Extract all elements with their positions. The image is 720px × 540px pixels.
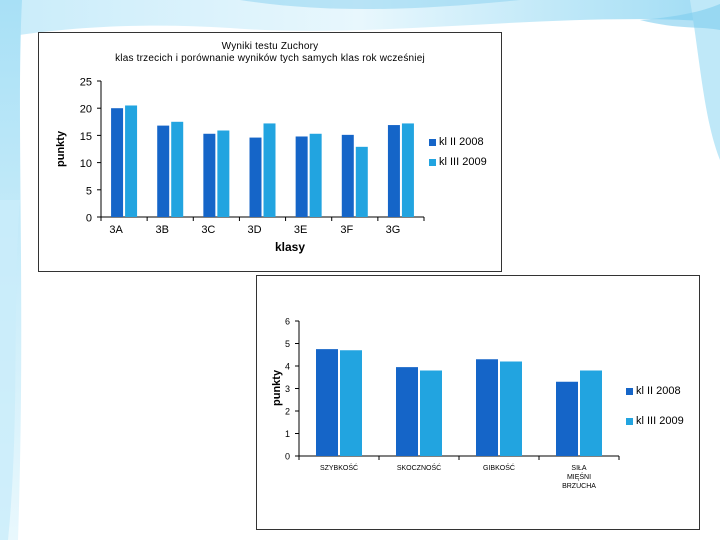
bar xyxy=(387,125,400,217)
y-tick-label: 2 xyxy=(285,407,290,417)
x-tick-label: 3C xyxy=(201,224,215,236)
bar xyxy=(157,125,170,217)
bar xyxy=(263,123,276,217)
chart2-legend: kl II 2008 kl III 2009 xyxy=(626,376,684,436)
y-tick-label: 10 xyxy=(80,158,92,170)
bar xyxy=(249,137,262,217)
bar xyxy=(171,121,184,217)
bar xyxy=(316,349,338,456)
y-tick-label: 25 xyxy=(80,77,92,89)
x-tick-label: SKOCZNOŚĆ xyxy=(397,463,441,472)
y-tick-label: 20 xyxy=(80,104,92,116)
bar xyxy=(556,381,578,456)
bar xyxy=(396,367,418,456)
x-tick-label: BRZUCHA xyxy=(562,483,596,490)
bar xyxy=(476,359,498,456)
bar xyxy=(355,146,368,217)
y-tick-label: 3 xyxy=(285,384,290,394)
bar xyxy=(217,130,230,217)
x-tick-label: 3D xyxy=(247,224,261,236)
legend-item-series1: kl II 2008 xyxy=(626,376,684,406)
chart1-y-axis-label: punkty xyxy=(55,130,67,167)
bar xyxy=(309,133,322,217)
x-tick-label: GIBKOŚĆ xyxy=(483,463,515,472)
x-tick-label: SIŁA xyxy=(571,465,587,472)
y-tick-label: 15 xyxy=(80,131,92,143)
y-tick-label: 0 xyxy=(285,452,290,462)
legend-swatch-series1 xyxy=(626,387,633,395)
chart1-legend: kl II 2008 kl III 2009 xyxy=(429,132,487,172)
chart1-plot: 0 5 10 15 20 25 3A 3B 3C 3D 3E 3F 3G xyxy=(80,77,425,236)
bar xyxy=(295,136,308,217)
chart2-y-axis-label: punkty xyxy=(271,369,283,406)
legend-item-series1: kl II 2008 xyxy=(429,132,487,152)
x-tick-label: 3A xyxy=(109,224,123,236)
x-tick-label: 3B xyxy=(155,224,168,236)
legend-item-series2: kl III 2009 xyxy=(626,406,684,436)
chart2-plot: 0 1 2 3 4 5 6 SZYBKOŚĆ SKOCZNOŚĆ GIBKOŚĆ SIŁAMIĘŚN… xyxy=(285,317,620,490)
bar xyxy=(125,105,138,217)
y-tick-label: 0 xyxy=(86,213,92,225)
bar xyxy=(203,133,216,217)
x-tick-label: 3G xyxy=(386,224,401,236)
x-tick-label: SZYBKOŚĆ xyxy=(320,463,358,472)
bar xyxy=(401,123,414,217)
y-tick-label: 5 xyxy=(285,339,290,349)
x-tick-label: MIĘŚNI xyxy=(567,472,591,481)
legend-item-series2: kl III 2009 xyxy=(429,152,487,172)
y-tick-label: 6 xyxy=(285,317,290,327)
bar xyxy=(341,134,354,217)
x-tick-label: 3F xyxy=(340,224,353,236)
chart1-subtitle: klas trzecich i porównanie wyników tych … xyxy=(115,53,425,64)
x-tick-label: 3E xyxy=(294,224,307,236)
bar xyxy=(111,108,124,217)
bar xyxy=(420,370,442,456)
legend-swatch-series1 xyxy=(429,138,436,146)
y-tick-label: 5 xyxy=(86,185,92,197)
chart-zuchory-results: Wyniki testu Zuchory klas trzecich i por… xyxy=(38,32,502,272)
chart-fitness-components: 0 1 2 3 4 5 6 SZYBKOŚĆ SKOCZNOŚĆ GIBKOŚĆ SIŁA MIĘŚN… xyxy=(256,275,700,530)
chart1-title: Wyniki testu Zuchory xyxy=(221,41,319,52)
chart1-x-axis-label: klasy xyxy=(275,240,306,254)
y-tick-label: 1 xyxy=(285,429,290,439)
legend-swatch-series2 xyxy=(626,417,633,425)
legend-label-series1: kl II 2008 xyxy=(636,385,681,397)
legend-label-series1: kl II 2008 xyxy=(439,136,484,148)
bar xyxy=(340,350,362,456)
bar xyxy=(580,370,602,456)
legend-label-series2: kl III 2009 xyxy=(636,415,684,427)
y-tick-label: 4 xyxy=(285,362,290,372)
legend-swatch-series2 xyxy=(429,158,436,166)
bar xyxy=(500,361,522,456)
legend-label-series2: kl III 2009 xyxy=(439,156,487,168)
